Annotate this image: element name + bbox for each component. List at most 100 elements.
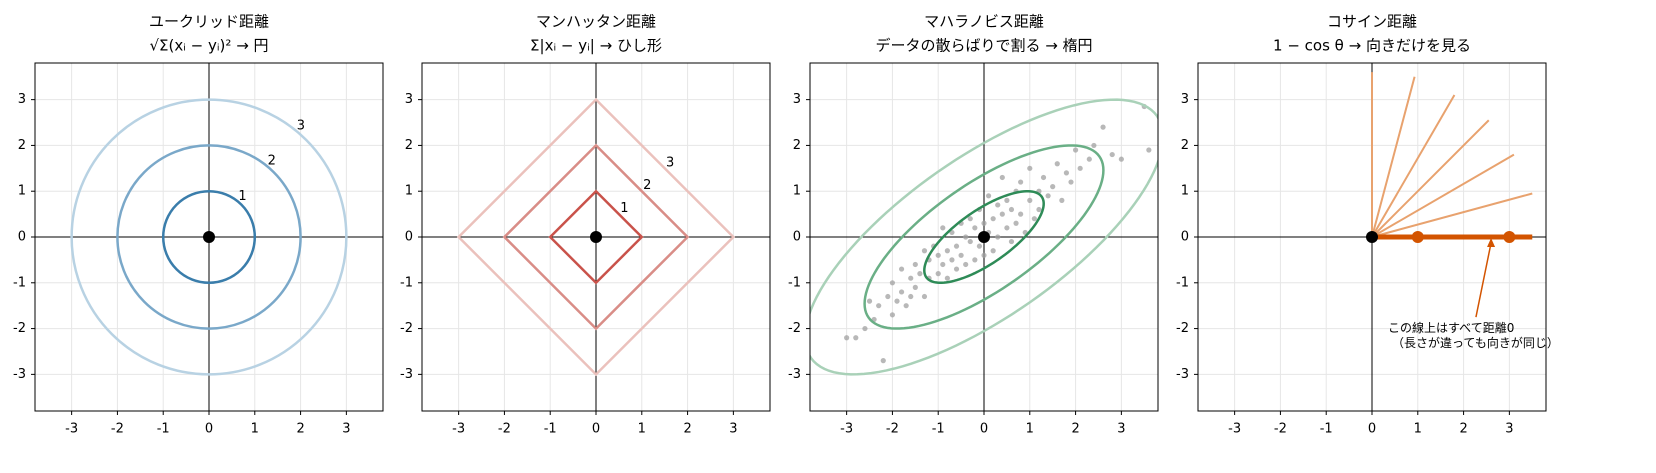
scatter-point [1086, 156, 1092, 162]
scatter-point [953, 243, 960, 249]
scatter-point [995, 234, 1001, 240]
scatter-point [921, 293, 928, 300]
contour-label: 2 [268, 154, 276, 169]
scatter-point [912, 261, 918, 268]
contour-label: 3 [297, 118, 305, 133]
contour [502, 143, 690, 331]
y-tick-label: 2 [1181, 138, 1189, 153]
x-tick-label: 0 [980, 422, 988, 437]
y-tick-label: -3 [788, 367, 801, 382]
y-tick-label: -1 [788, 275, 801, 290]
scatter-point [999, 211, 1005, 217]
x-tick-label: -2 [886, 422, 899, 437]
scatter-point [958, 252, 964, 258]
scatter-point [903, 303, 909, 309]
scatter-point [876, 303, 882, 309]
scatter-point [889, 312, 896, 318]
y-tick-label: 0 [1181, 230, 1189, 245]
scatter-point [1008, 206, 1015, 213]
origin-point [590, 231, 602, 243]
x-tick-label: 0 [205, 422, 213, 437]
panel: ユークリッド距離 √Σ(xᵢ − yᵢ)² → 円 -3 -2 -1 0 1 2 3 -3 -2 -1… [13, 13, 384, 437]
scatter-point [976, 243, 983, 249]
scatter-point [912, 284, 918, 290]
x-tick-label: 2 [296, 422, 304, 437]
x-tick-label: -3 [65, 422, 78, 437]
scatter-point [1040, 174, 1047, 181]
plot-frame [809, 62, 1159, 412]
y-tick-label: 0 [793, 230, 801, 245]
y-tick-label: 1 [405, 184, 413, 199]
x-tick-label: 2 [683, 422, 691, 437]
scatter-point [985, 193, 992, 199]
plot-area [456, 97, 736, 377]
ray [1371, 153, 1515, 238]
arrow-head [1487, 238, 1496, 247]
origin-point [203, 231, 215, 243]
scatter-point [1018, 179, 1024, 185]
chart-title: 1 − cos θ → 向きだけを見る [1273, 37, 1471, 55]
x-tick-label: 0 [1368, 422, 1376, 437]
origin-point [978, 231, 990, 243]
scatter-point [1109, 151, 1115, 158]
scatter-point [1059, 197, 1065, 203]
scatter-point [1050, 184, 1056, 190]
scatter-point [967, 216, 973, 222]
scatter-point [972, 257, 978, 263]
scatter-point [963, 261, 969, 268]
annotation: この線上はすべて距離0 [1388, 320, 1514, 335]
x-tick-label: 1 [251, 422, 259, 437]
ray [1371, 192, 1533, 238]
x-tick-label: -3 [840, 422, 853, 437]
scatter-point [885, 293, 891, 300]
scatter-point [862, 325, 868, 332]
scatter-point [1045, 193, 1051, 199]
scatter-point [844, 335, 850, 341]
scatter-point [1018, 211, 1024, 217]
scatter-point [949, 257, 955, 263]
plot-frame [1197, 62, 1547, 412]
scatter-point [940, 225, 946, 231]
contour [116, 144, 302, 330]
contour-label: 1 [620, 201, 628, 216]
x-tick-label: -2 [1274, 422, 1287, 437]
plot-area [1371, 72, 1533, 243]
scatter-point [853, 335, 859, 341]
y-tick-label: -3 [400, 367, 413, 382]
y-tick-label: 0 [18, 230, 26, 245]
scatter-point [908, 293, 914, 300]
scatter-point [898, 266, 905, 272]
chart-title: Σ|xᵢ − yᵢ| → ひし形 [530, 37, 662, 55]
scatter-point [972, 225, 978, 231]
scatter-point [1146, 147, 1152, 153]
plot-frame [421, 62, 771, 412]
contour [161, 189, 257, 285]
y-tick-label: -1 [400, 275, 413, 290]
scatter-point [935, 271, 941, 277]
y-tick-label: -2 [13, 321, 26, 336]
scatter-point [1100, 124, 1106, 130]
chart-title: √Σ(xᵢ − yᵢ)² → 円 [149, 37, 268, 55]
scatter-point [981, 252, 987, 258]
chart-title: マハラノビス距離 [924, 13, 1044, 31]
scatter-point [1031, 216, 1037, 222]
scatter-point [1004, 197, 1010, 203]
contour [548, 189, 644, 285]
y-tick-label: 2 [793, 138, 801, 153]
x-tick-label: -1 [932, 422, 945, 437]
scatter-point [963, 234, 969, 240]
contour [810, 98, 1158, 376]
y-tick-label: 3 [793, 92, 801, 107]
scatter-point [921, 248, 928, 254]
scatter-point [1027, 165, 1033, 171]
scatter-point [967, 238, 973, 245]
x-tick-label: -3 [1228, 422, 1241, 437]
scatter-point [908, 275, 914, 281]
scatter-point [1013, 220, 1019, 226]
contour-label: 2 [643, 178, 651, 193]
x-tick-label: 2 [1459, 422, 1467, 437]
x-tick-label: 3 [729, 422, 737, 437]
